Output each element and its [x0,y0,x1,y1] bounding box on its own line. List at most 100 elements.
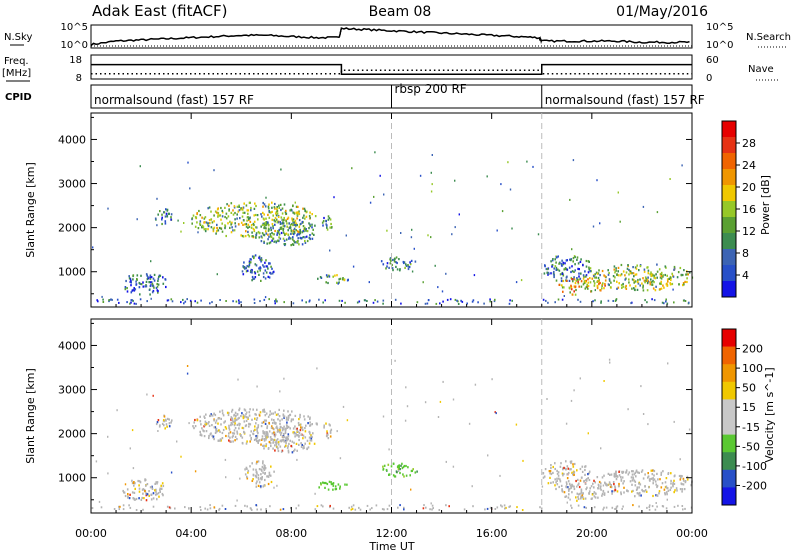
scatter-cell-3 [289,427,291,430]
isolated-cell [124,483,127,486]
scatter-cell-0 [130,281,132,284]
scatter-cell-9 [580,497,582,500]
isolated-cell [507,161,509,164]
scatter-cell-2 [279,203,282,206]
near-range-cell [501,505,503,508]
scatter-cell-2 [211,424,213,427]
scatter-cell-2 [303,207,306,210]
near-range-cell [199,506,202,509]
scatter-cell-2 [308,214,311,218]
near-range-cell [194,300,196,303]
scatter-cell-10 [622,482,624,485]
scatter-cell-2 [294,414,297,417]
scatter-cell-5 [262,264,264,267]
scatter-cell-2 [233,413,236,416]
scatter-cell-2 [252,227,255,230]
scatter-cell-2 [228,426,230,430]
scatter-cell-2 [230,440,232,443]
scatter-cell-10 [613,279,615,282]
scatter-cell-2 [311,223,313,226]
scatter-cell-9 [575,279,578,282]
scatter-cell-10 [660,275,663,278]
scatter-cell-10 [682,483,685,486]
scatter-cell-0 [124,286,127,289]
scatter-cell-2 [205,228,207,231]
near-range-cell [274,302,276,305]
scatter-cell-0 [149,486,152,489]
scatter-cell-10 [620,476,622,479]
scatter-cell-2 [294,219,297,222]
isolated-cell [437,416,440,418]
scatter-cell-2 [307,422,309,425]
scatter-cell-8 [556,477,558,480]
scatter-cell-2 [230,211,233,214]
scatter-cell-10 [653,478,656,481]
scatter-cell-10 [656,276,658,279]
scatter-cell-8 [578,272,580,275]
scatter-cell-10 [660,277,663,280]
scatter-cell-9 [604,284,606,287]
scatter-cell-0 [153,279,156,282]
scatter-cell-7 [398,466,400,469]
scatter-cell-3 [257,439,260,442]
scatter-cell-4 [330,428,333,431]
scatter-cell-0 [130,279,132,282]
scatter-cell-2 [268,203,270,206]
scatter-cell-3 [280,226,283,229]
scatter-cell-8 [585,259,588,263]
scatter-cell-4 [327,215,330,218]
scatter-cell-7 [397,467,400,470]
isolated-cell [188,422,190,425]
scatter-cell-8 [575,479,577,483]
isolated-cell [186,365,189,367]
scatter-cell-9 [573,487,576,491]
isolated-cell [468,422,471,425]
scatter-cell-10 [637,282,640,285]
scatter-cell-2 [229,220,231,223]
near-range-cell [139,298,142,301]
scatter-cell-2 [247,416,249,419]
scatter-cell-9 [576,492,579,495]
scatter-cell-4 [329,431,332,434]
scatter-cell-2 [267,207,270,210]
scatter-cell-9 [583,281,586,284]
scatter-cell-0 [146,277,149,281]
scatter-cell-0 [136,278,138,281]
scatter-cell-2 [248,414,251,417]
ytick-label: 3000 [58,384,86,397]
scatter-cell-2 [269,233,272,236]
scatter-cell-2 [285,209,287,212]
near-range-cell [356,301,359,304]
near-range-cell [547,301,549,304]
scatter-cell-2 [265,412,268,415]
colorbar-swatch [722,452,736,471]
date-title: 01/May/2016 [616,4,708,20]
scatter-cell-2 [302,225,305,228]
scatter-cell-2 [245,424,248,427]
scatter-cell-5 [266,475,268,478]
scatter-cell-2 [213,438,215,441]
scatter-cell-10 [616,475,619,478]
scatter-cell-3 [262,444,264,447]
isolated-cell [437,286,439,289]
scatter-cell-2 [286,217,289,220]
near-range-cell [561,298,564,301]
scatter-cell-10 [603,474,605,477]
scatter-cell-8 [566,275,568,278]
scatter-cell-3 [296,429,299,432]
scatter-cell-2 [278,233,281,236]
scatter-cell-3 [270,228,272,232]
scatter-cell-2 [240,415,242,418]
scatter-cell-2 [267,233,269,236]
scatter-cell-2 [236,430,238,433]
scatter-cell-3 [301,443,303,447]
scatter-cell-2 [246,440,248,443]
near-range-cell [585,506,587,509]
scatter-cell-5 [264,467,267,470]
scatter-cell-2 [284,430,287,433]
near-range-cell [275,300,278,303]
scatter-cell-3 [260,443,262,446]
scatter-cell-2 [221,211,224,214]
near-range-cell [282,508,285,511]
ytick-label: 4000 [58,339,86,352]
